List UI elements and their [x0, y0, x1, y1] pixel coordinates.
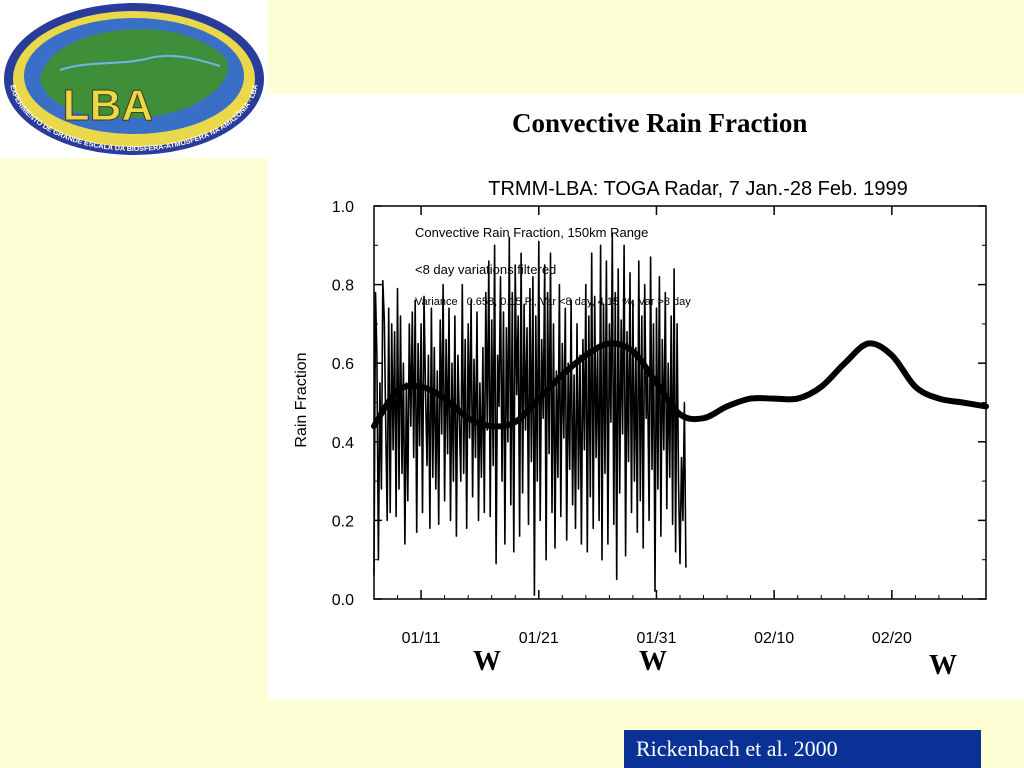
logo-river [59, 54, 221, 71]
logo-land [40, 29, 228, 119]
x-tick-label: 02/10 [754, 630, 794, 647]
slide-title: Convective Rain Fraction [512, 108, 808, 138]
x-tick-label: 02/20 [872, 630, 912, 647]
y-tick-label: 1.0 [332, 199, 354, 216]
chart-ticks: 0.0 0.2 0.4 0.6 0.8 1.0 01/11 01/21 01/31 02/10 02… [332, 199, 987, 647]
citation: Rickenbach et al. 2000 [624, 730, 981, 768]
x-tick-label: 01/21 [519, 630, 559, 647]
x-tick-label: 01/11 [402, 630, 441, 647]
chart-title: TRMM-LBA: TOGA Radar, 7 Jan.-28 Feb. 199… [488, 178, 907, 200]
legend-line: Convective Rain Fraction, 150km Range [415, 225, 648, 240]
y-tick-label: 0.0 [332, 592, 354, 609]
y-tick-label: 0.2 [332, 513, 354, 530]
chart-legend: Convective Rain Fraction, 150km Range <8 … [415, 225, 691, 308]
lba-logo: LBA EXPERIMENTO DE GRANDE ESCALA DA BIOS… [0, 0, 268, 158]
lba-logo-graphic: LBA EXPERIMENTO DE GRANDE ESCALA DA BIOS… [4, 3, 264, 155]
wet-regime-marker: W [473, 646, 501, 677]
y-tick-label: 0.8 [332, 278, 354, 295]
series-smoothed-line [371, 340, 989, 430]
logo-text: LBA [63, 81, 153, 130]
chart-series [371, 232, 989, 596]
legend-line: <8 day variations filtered [415, 262, 556, 277]
wet-regime-marker: W [929, 650, 957, 681]
x-tick-label: 01/31 [636, 630, 676, 647]
wet-regime-marker: W [639, 646, 667, 677]
legend-line: Variance | 0.658, 0.15 P., Var <8 day, 4… [415, 296, 691, 308]
series-raw-line [373, 232, 687, 596]
y-tick-label: 0.4 [332, 435, 354, 452]
y-tick-label: 0.6 [332, 356, 354, 373]
rain-fraction-chart: TRMM-LBA: TOGA Radar, 7 Jan.-28 Feb. 199… [293, 178, 989, 647]
y-axis-label: Rain Fraction [293, 352, 310, 447]
